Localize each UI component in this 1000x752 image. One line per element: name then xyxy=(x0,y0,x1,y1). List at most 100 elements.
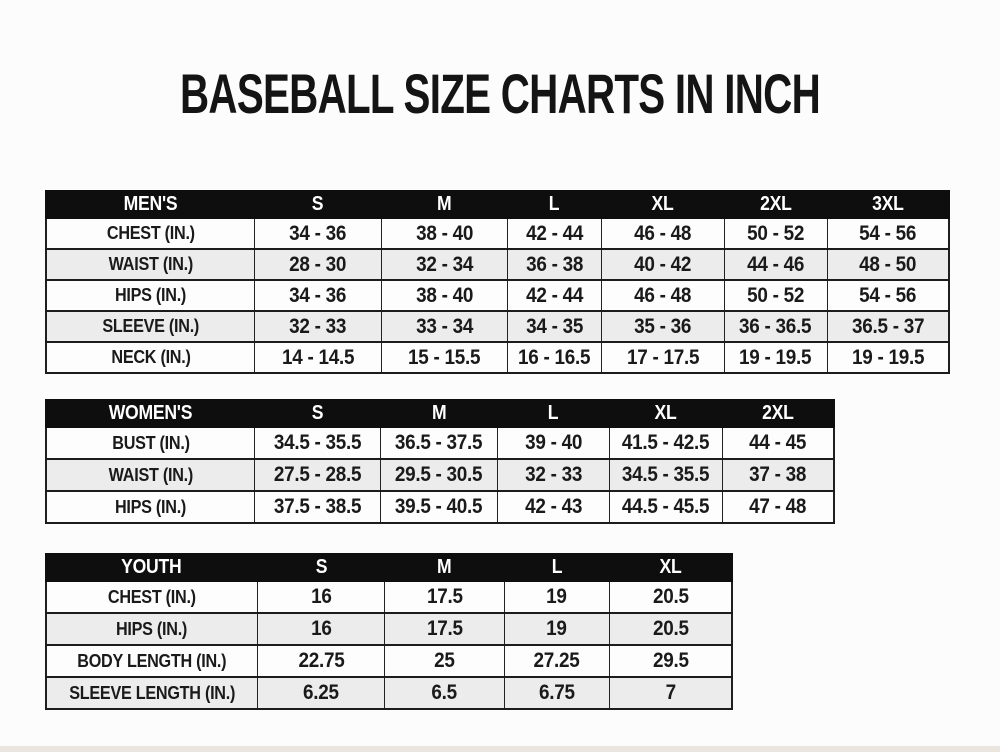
size-value-cell: 14 - 14.5 xyxy=(254,341,382,374)
table-row: WAIST (IN.) 28 - 30 32 - 34 36 - 38 40 - 42 4… xyxy=(45,248,950,281)
size-value: 38 - 40 xyxy=(415,283,473,307)
size-value: 42 - 44 xyxy=(525,221,583,245)
mens-column-header-cell: 2XL xyxy=(723,190,829,219)
size-value: 34 - 36 xyxy=(289,221,347,245)
row-label: SLEEVE LENGTH (IN.) xyxy=(68,682,235,703)
size-value-cell: 17.5 xyxy=(384,580,505,614)
row-label-cell: BUST (IN.) xyxy=(45,426,256,460)
table-row: CHEST (IN.) 16 17.5 19 20.5 xyxy=(45,580,733,614)
size-value: 42 - 44 xyxy=(525,283,583,307)
size-value-cell: 19 xyxy=(503,612,610,646)
size-value: 46 - 48 xyxy=(634,283,692,307)
row-label-cell: HIPS (IN.) xyxy=(45,490,256,524)
row-label: HIPS (IN.) xyxy=(114,285,187,305)
size-value-cell: 36.5 - 37.5 xyxy=(379,426,499,460)
womens-column-header-cell: 2XL xyxy=(721,399,835,428)
size-value: 50 - 52 xyxy=(747,283,805,307)
column-header-label: 2XL xyxy=(762,402,794,424)
table-row: NECK (IN.) 14 - 14.5 15 - 15.5 16 - 16.5 17 … xyxy=(45,341,950,374)
row-label: BUST (IN.) xyxy=(111,432,190,453)
size-value-cell: 44 - 46 xyxy=(723,248,828,281)
table-row: HIPS (IN.) 34 - 36 38 - 40 42 - 44 46 - 48 50… xyxy=(45,279,950,312)
size-value: 27.5 - 28.5 xyxy=(273,463,362,486)
size-value: 16 xyxy=(310,585,332,608)
size-value-cell: 54 - 56 xyxy=(826,217,950,250)
size-value: 28 - 30 xyxy=(289,252,347,276)
column-header-label: 2XL xyxy=(759,193,792,215)
row-label-cell: CHEST (IN.) xyxy=(45,580,258,614)
womens-column-header-cell: L xyxy=(496,399,611,428)
column-header-label: S xyxy=(312,193,324,215)
size-value-cell: 20.5 xyxy=(608,612,733,646)
size-value: 19 xyxy=(546,585,567,608)
size-value-cell: 33 - 34 xyxy=(380,310,508,343)
size-value: 54 - 56 xyxy=(859,221,917,245)
size-value: 44.5 - 45.5 xyxy=(622,495,710,518)
column-header-label: 3XL xyxy=(872,193,904,215)
row-label: CHEST (IN.) xyxy=(107,586,196,607)
scan-edge-artifact xyxy=(0,746,1000,752)
size-value: 37 - 38 xyxy=(749,463,807,486)
size-value-cell: 20.5 xyxy=(608,580,733,614)
page-title: BASEBALL SIZE CHARTS IN INCH xyxy=(180,62,821,125)
size-value-cell: 46 - 48 xyxy=(600,217,725,250)
youth-column-header-cell: L xyxy=(503,553,611,582)
size-value-cell: 37 - 38 xyxy=(721,458,835,492)
size-value-cell: 39 - 40 xyxy=(497,426,610,460)
size-value-cell: 34.5 - 35.5 xyxy=(254,426,381,460)
size-value: 42 - 43 xyxy=(524,495,582,518)
size-value: 34.5 - 35.5 xyxy=(273,431,362,454)
size-value-cell: 54 - 56 xyxy=(826,279,950,312)
row-label-cell: CHEST (IN.) xyxy=(45,217,256,250)
column-header-label: S xyxy=(315,556,327,578)
womens-column-header-cell: S xyxy=(253,399,382,428)
table-title-label: YOUTH xyxy=(121,556,182,578)
mens-column-header-cell: 3XL xyxy=(826,190,950,219)
size-value-cell: 38 - 40 xyxy=(380,217,508,250)
size-value-cell: 27.25 xyxy=(503,644,610,678)
size-value: 19 xyxy=(546,617,567,640)
row-label: WAIST (IN.) xyxy=(108,254,193,274)
column-header-label: S xyxy=(311,402,324,424)
size-value: 47 - 48 xyxy=(749,495,807,518)
size-value: 14 - 14.5 xyxy=(281,345,354,369)
table-row: CHEST (IN.) 34 - 36 38 - 40 42 - 44 46 - 48 5… xyxy=(45,217,950,250)
column-header-label: M xyxy=(431,402,447,424)
column-header-label: XL xyxy=(659,556,682,578)
size-value: 39 - 40 xyxy=(524,431,582,454)
size-value: 17 - 17.5 xyxy=(626,345,699,369)
mens-table-title-cell: MEN'S xyxy=(45,190,256,219)
row-label-cell: WAIST (IN.) xyxy=(45,248,256,281)
table-row: WAIST (IN.) 27.5 - 28.5 29.5 - 30.5 32 - 33… xyxy=(45,458,835,492)
size-value: 15 - 15.5 xyxy=(408,345,481,369)
row-label-cell: NECK (IN.) xyxy=(45,341,256,374)
size-value: 22.75 xyxy=(298,649,345,672)
size-value-cell: 34.5 - 35.5 xyxy=(608,458,723,492)
size-value: 27.25 xyxy=(533,649,580,672)
size-value: 39.5 - 40.5 xyxy=(395,495,483,518)
size-value-cell: 28 - 30 xyxy=(254,248,382,281)
youth-header-row: YOUTH S M L XL xyxy=(44,553,733,582)
mens-column-header-cell: L xyxy=(506,190,603,219)
size-value: 36 - 36.5 xyxy=(739,314,812,338)
mens-header-row: MEN'S S M L XL 2XL 3XL xyxy=(45,190,950,219)
row-label-cell: HIPS (IN.) xyxy=(45,279,256,312)
size-value: 19 - 19.5 xyxy=(851,345,924,369)
size-value-cell: 34 - 36 xyxy=(254,279,382,312)
size-value: 20.5 xyxy=(652,617,689,640)
table-title-label: MEN'S xyxy=(123,193,178,215)
column-header-label: XL xyxy=(651,193,674,215)
size-value: 35 - 36 xyxy=(634,314,692,338)
size-value-cell: 41.5 - 42.5 xyxy=(608,426,723,460)
size-value-cell: 34 - 35 xyxy=(506,310,602,343)
size-value-cell: 22.75 xyxy=(256,644,386,678)
table-row: HIPS (IN.) 37.5 - 38.5 39.5 - 40.5 42 - 43 4… xyxy=(45,490,835,524)
size-value: 44 - 46 xyxy=(747,252,805,276)
size-value-cell: 36.5 - 37 xyxy=(826,310,950,343)
size-value: 50 - 52 xyxy=(747,221,805,245)
size-value: 25 xyxy=(434,649,455,672)
size-value-cell: 29.5 - 30.5 xyxy=(379,458,499,492)
row-label: SLEEVE (IN.) xyxy=(102,316,199,336)
row-label: BODY LENGTH (IN.) xyxy=(77,650,227,671)
